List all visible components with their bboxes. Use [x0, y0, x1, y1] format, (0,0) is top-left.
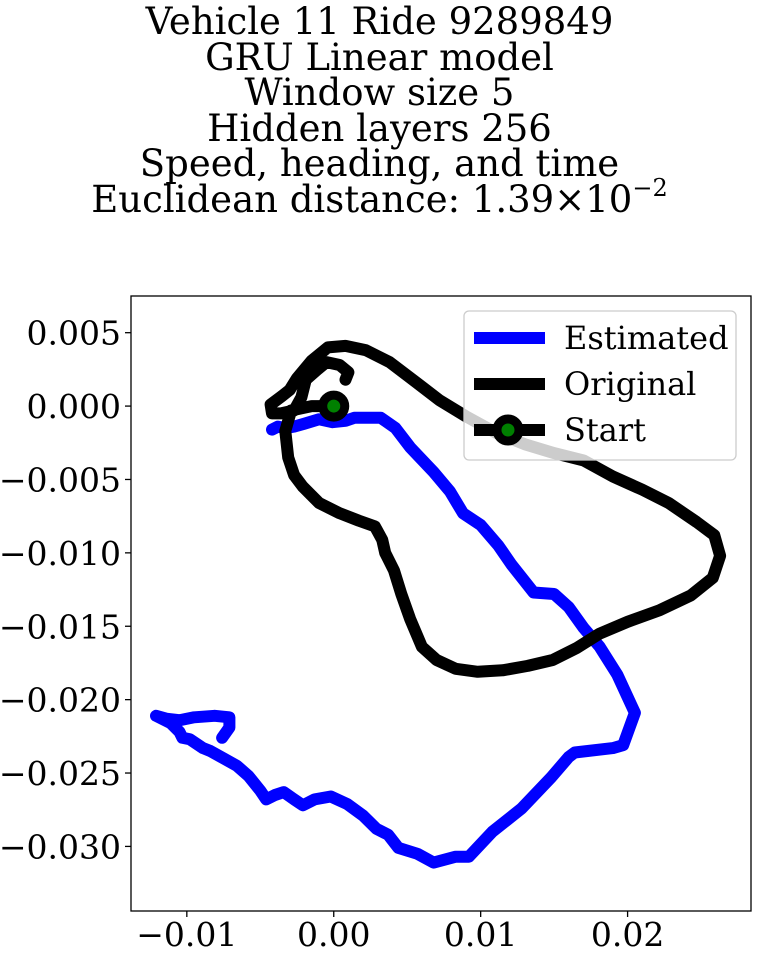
- title-line: Speed, heading, and time: [139, 142, 620, 185]
- legend-frame: [463, 310, 737, 461]
- x-tick-label: 0.00: [297, 915, 370, 954]
- y-tick-label: −0.020: [0, 681, 121, 720]
- chart-title: Vehicle 11 Ride 9289849 GRU Linear model…: [0, 0, 759, 217]
- start-marker: [318, 390, 350, 422]
- title-line: Vehicle 11 Ride 9289849: [145, 0, 614, 43]
- legend-marker-start: [492, 414, 524, 446]
- x-tick-label: 0.01: [444, 915, 517, 954]
- x-tick-label: 0.02: [591, 915, 664, 954]
- x-tick-label: −0.01: [136, 915, 237, 954]
- legend-label-original: Original: [564, 365, 696, 403]
- metric-label: Euclidean distance:: [91, 177, 472, 221]
- y-tick-label: −0.025: [0, 754, 121, 793]
- legend-label-start: Start: [564, 411, 646, 449]
- y-tick-label: −0.005: [0, 460, 121, 499]
- series-layer: [150, 339, 727, 869]
- legend-label-estimated: Estimated: [564, 319, 729, 357]
- title-line: Window size 5: [244, 71, 515, 114]
- metric-times: ×: [554, 177, 586, 221]
- metric-exponent: −2: [632, 173, 668, 202]
- y-tick-label: −0.010: [0, 534, 121, 573]
- metric-base: 10: [585, 177, 633, 221]
- estimated-series-line: [150, 411, 641, 869]
- metric-mantissa: 1.39: [471, 177, 555, 221]
- y-tick-label: 0.000: [27, 387, 121, 426]
- metric-line: Euclidean distance: 1.39×10−2: [0, 176, 759, 218]
- original-series-line: [264, 339, 727, 678]
- title-line: Hidden layers 256: [207, 106, 552, 150]
- y-tick-label: −0.015: [0, 607, 121, 646]
- y-tick-label: 0.005: [27, 314, 121, 353]
- y-tick-label: −0.030: [0, 827, 121, 866]
- legend: Estimated Original Start: [463, 310, 737, 461]
- plot-frame: [130, 295, 752, 912]
- title-line: GRU Linear model: [205, 35, 554, 79]
- axis-ticks: −0.01 0.00 0.01 0.02 0.005 0.000 −0.005 −0.010 −…: [0, 314, 664, 954]
